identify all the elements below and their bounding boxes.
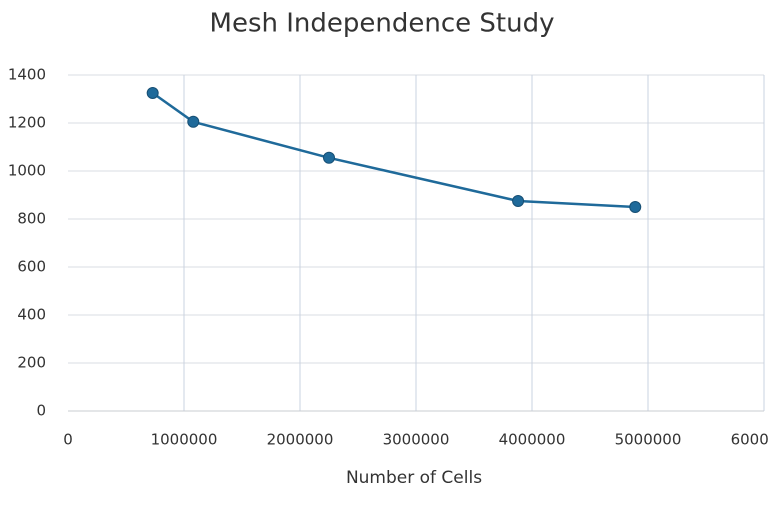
x-tick-label: 3000000 xyxy=(383,431,450,449)
chart-title: Mesh Independence Study xyxy=(210,9,555,39)
x-tick-label: 5000000 xyxy=(615,431,682,449)
x-tick-label: 1000000 xyxy=(151,431,218,449)
data-line xyxy=(151,91,636,209)
data-point xyxy=(629,201,642,213)
x-tick-label: 2000000 xyxy=(267,431,334,449)
y-tick-label: 1000 xyxy=(8,162,46,180)
data-point xyxy=(323,151,335,164)
x-tick-label: 0 xyxy=(63,431,73,449)
y-tick-label: 200 xyxy=(17,354,46,372)
y-tick-label: 1200 xyxy=(8,114,46,132)
x-tick-label: 6000000 xyxy=(731,431,768,449)
x-axis-label: Number of Cells xyxy=(346,468,482,488)
x-tick-label: 4000000 xyxy=(499,431,566,449)
y-tick-label: 0 xyxy=(36,402,46,420)
data-point xyxy=(187,115,200,128)
y-tick-label: 400 xyxy=(17,306,46,324)
y-tick-label: 1400 xyxy=(8,66,46,84)
data-point xyxy=(146,87,159,99)
data-point xyxy=(512,195,525,207)
y-tick-label: 800 xyxy=(17,210,46,228)
y-tick-label: 600 xyxy=(17,258,46,276)
